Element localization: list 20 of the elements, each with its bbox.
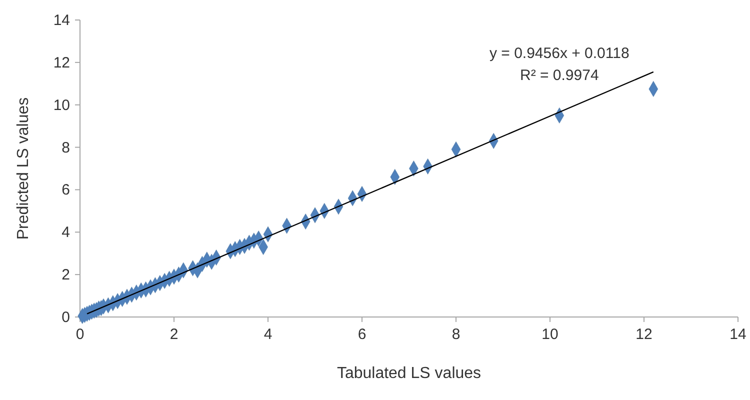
y-axis-title: Predicted LS values [15, 97, 32, 240]
x-tick-label: 0 [76, 326, 84, 343]
y-tick-label: 10 [53, 96, 70, 114]
annotation: y = 0.9456x + 0.0118 [489, 45, 630, 62]
y-tick-label: 4 [62, 224, 70, 242]
x-tick-label: 6 [358, 326, 366, 343]
y-tick-label: 12 [53, 54, 70, 72]
x-tick-label: 10 [542, 326, 558, 343]
y-tick-label: 8 [62, 139, 70, 156]
x-tick-label: 2 [170, 326, 178, 343]
y-tick-label: 2 [62, 266, 70, 284]
x-axis-title: Tabulated LS values [336, 365, 482, 382]
y-tick-label: 0 [62, 309, 70, 326]
y-tick-label: 14 [53, 12, 70, 29]
x-tick-label: 4 [264, 326, 272, 343]
x-tick-label: 14 [730, 326, 746, 343]
x-tick-label: 12 [636, 326, 652, 343]
annotation: R² = 0.9974 [520, 67, 599, 84]
y-tick-label: 6 [62, 182, 70, 199]
x-tick-label: 8 [452, 326, 460, 343]
